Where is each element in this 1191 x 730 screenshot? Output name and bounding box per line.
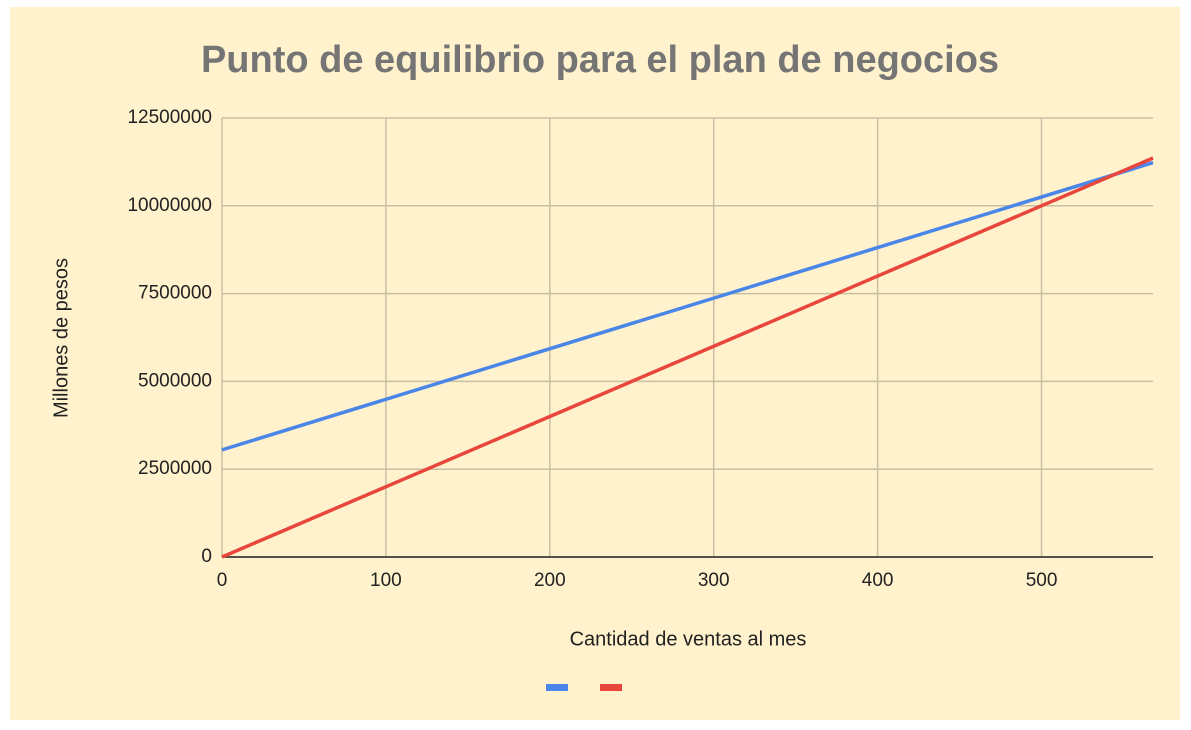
x-tick-label: 500 xyxy=(1026,570,1058,591)
series-line xyxy=(221,160,1154,452)
chart-title: Punto de equilibrio para el plan de nego… xyxy=(201,39,999,81)
y-tick-label: 12500000 xyxy=(127,107,212,128)
legend-swatch xyxy=(546,684,568,691)
y-tick-label: 0 xyxy=(201,546,212,567)
x-tick-label: 200 xyxy=(534,570,566,591)
x-tick-label: 0 xyxy=(217,570,228,591)
legend-swatch xyxy=(600,684,622,691)
x-tick-label: 400 xyxy=(862,570,894,591)
x-tick-label: 100 xyxy=(370,570,402,591)
y-tick-label: 10000000 xyxy=(127,195,212,216)
series-line xyxy=(221,156,1154,559)
y-axis-label: Millones de pesos xyxy=(50,258,72,418)
x-tick-label: 300 xyxy=(698,570,730,591)
y-tick-label: 7500000 xyxy=(138,283,212,304)
chart-background xyxy=(10,7,1180,720)
y-tick-label: 2500000 xyxy=(138,458,212,479)
y-tick-label: 5000000 xyxy=(138,370,212,391)
x-axis-label: Cantidad de ventas al mes xyxy=(570,628,807,650)
